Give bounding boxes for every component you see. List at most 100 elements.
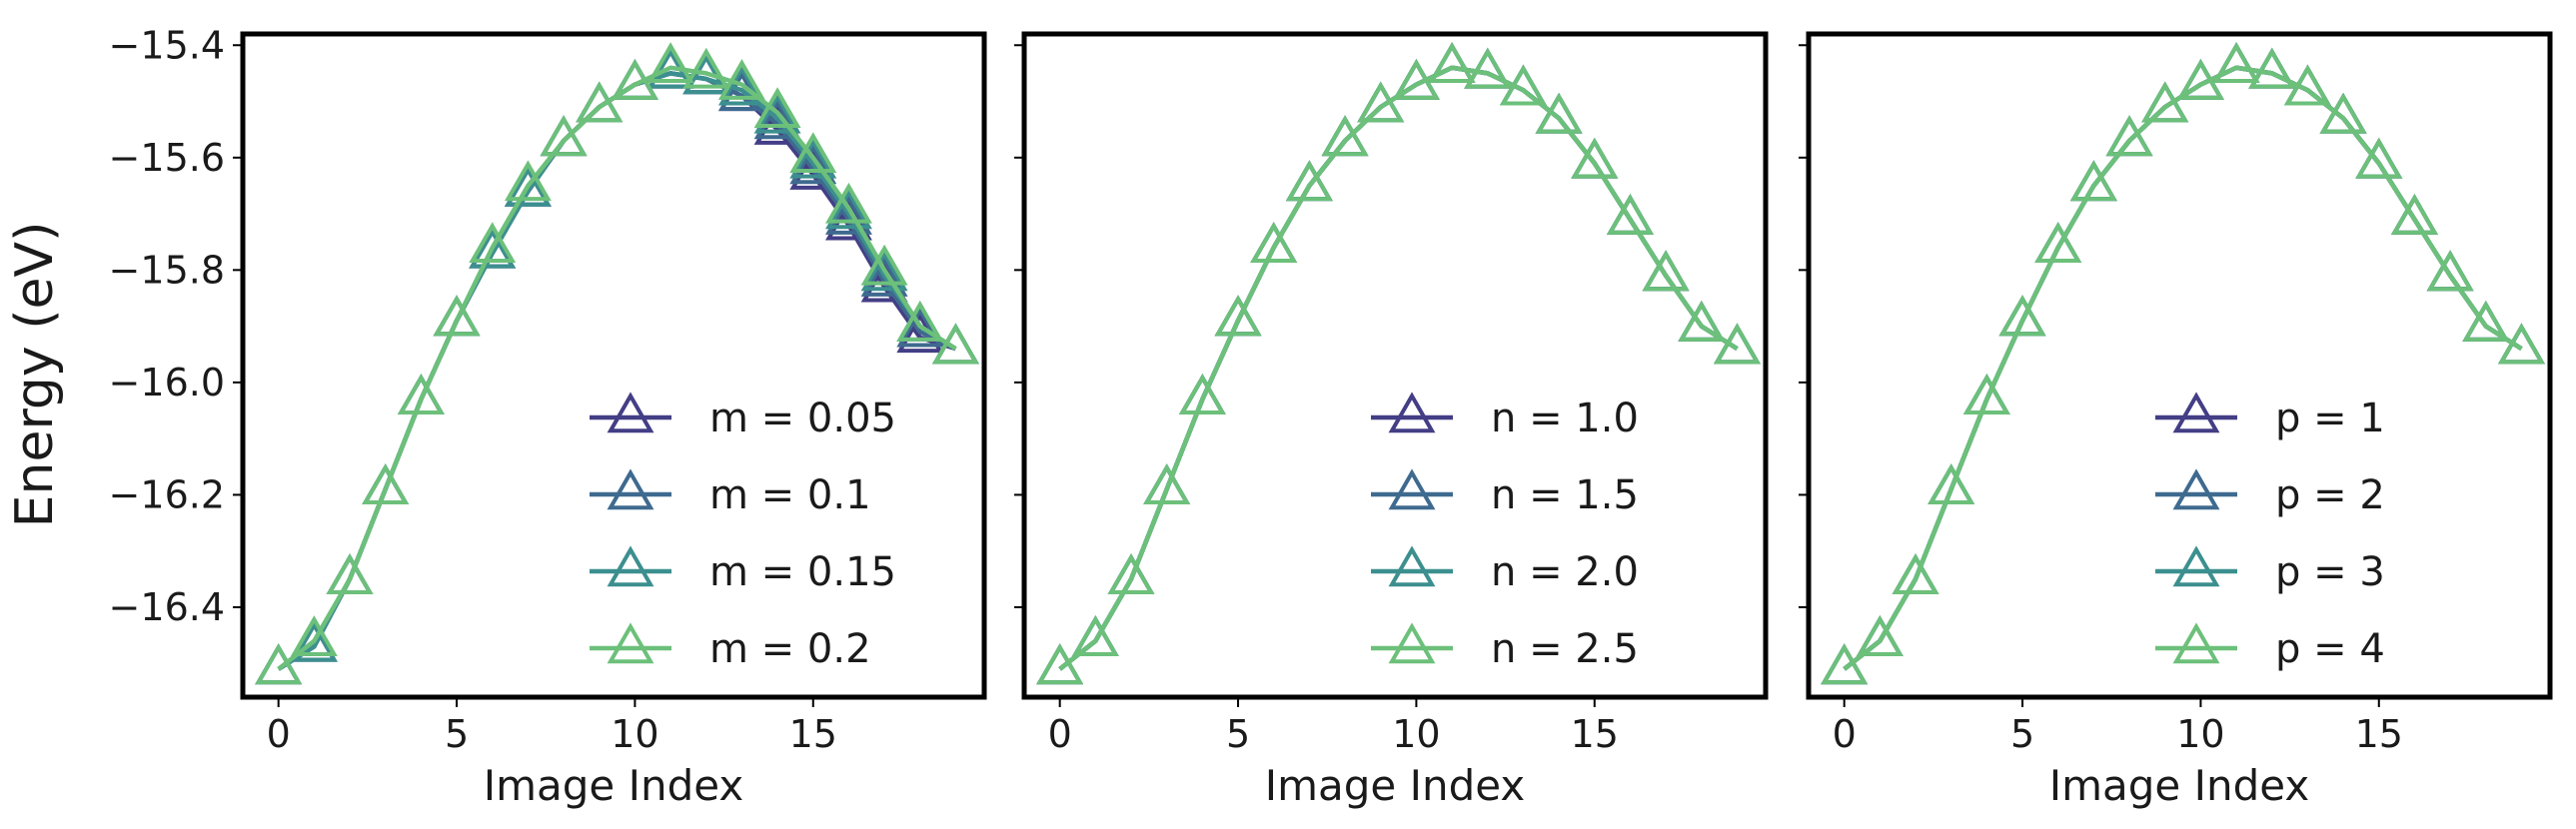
series-4 [255,42,979,685]
data-point [824,182,872,224]
data-point [1357,81,1405,123]
data-point [646,42,694,83]
data-point [753,92,801,134]
data-point [1357,81,1405,123]
data-point [753,98,801,140]
data-point [1571,137,1619,179]
legend-label: m = 0.15 [709,549,896,595]
data-point [2141,81,2189,123]
plot-frame [1806,31,2553,700]
legend: p = 1 p = 2 p = 3 p = 4 [2155,392,2385,672]
data-point [1535,92,1583,134]
data-point [1714,323,1761,365]
series-line [1843,65,2523,671]
legend-marker [1388,392,1436,433]
data-point [576,81,624,123]
y-tick-label: −15.4 [109,23,225,67]
x-tick-label: 5 [2010,712,2034,756]
data-point [326,553,374,595]
series-line [1843,65,2523,671]
legend-marker [2172,468,2220,510]
data-point [2319,92,2367,134]
legend-marker [1388,545,1436,587]
data-point [1428,42,1476,83]
data-point [1928,463,1975,505]
legend-label: n = 2.0 [1491,549,1639,595]
data-point [2498,323,2545,365]
legend-marker [607,545,654,587]
data-point [860,250,908,292]
data-point [1821,643,1869,685]
data-point [1821,643,1869,685]
data-point [1285,160,1333,202]
data-point [1036,643,1084,685]
data-point [1642,250,1690,292]
data-point [362,463,410,505]
data-point [1036,643,1084,685]
panel-3: 0 5 10 15 Image Index p = 1 p = 2 p = 3 p = 4 [1799,31,2553,810]
legend-label: n = 2.5 [1491,626,1639,672]
data-point [1821,643,1869,685]
data-point [2105,115,2153,157]
data-point [2105,115,2153,157]
data-point [896,306,944,348]
data-point [540,115,588,157]
legend-marker [607,392,654,433]
x-axis-label: Image Index [2049,761,2310,810]
data-point [255,643,303,685]
data-point [2105,115,2153,157]
x-axis-label: Image Index [484,761,744,810]
data-point [255,643,303,685]
legend-label: p = 1 [2275,396,2385,441]
data-point [290,615,338,656]
legend: m = 0.05 m = 0.1 m = 0.15 m = 0.2 [590,392,896,672]
data-point [2176,59,2224,100]
data-point [2390,194,2438,235]
data-point [1357,81,1405,123]
series-line [1843,65,2523,671]
data-point [824,188,872,230]
data-point [1250,222,1298,264]
legend-label: n = 1.0 [1491,396,1639,441]
data-point [2319,92,2367,134]
data-point [469,222,517,264]
data-point [2141,81,2189,123]
data-point [1321,115,1369,157]
data-point [1143,463,1191,505]
data-point [1962,374,2010,414]
legend-marker [2172,545,2220,587]
x-tick-label: 10 [611,712,658,756]
data-point [1321,115,1369,157]
data-point [1107,553,1155,595]
plot-frame [1021,31,1769,700]
data-point [2034,222,2082,264]
data-point [1998,295,2046,337]
data-point [540,115,588,157]
data-point [1821,643,1869,685]
legend-label: p = 3 [2275,549,2385,595]
x-tick-label: 0 [1048,712,1072,756]
data-point [504,160,552,202]
y-tick-label: −16.2 [109,472,225,516]
data-point [576,81,624,123]
x-tick-label: 15 [1571,712,1619,756]
data-point [2069,160,2117,202]
x-tick-label: 15 [2355,712,2403,756]
x-tick-label: 0 [267,712,291,756]
data-point [717,59,765,100]
legend-label: n = 1.5 [1491,472,1639,518]
data-point [1464,47,1512,89]
series-line [1843,65,2523,671]
x-axis-label: Image Index [1265,761,1526,810]
data-point [1357,81,1405,123]
y-tick-label: −16.4 [109,585,225,629]
data-point [1892,553,1939,595]
data-point [2426,250,2474,292]
data-point [540,115,588,157]
data-point [1856,615,1904,656]
data-point [824,194,872,235]
legend-marker [1388,468,1436,510]
legend-label: m = 0.05 [709,396,896,441]
data-point [2319,92,2367,134]
legend-label: p = 4 [2275,626,2385,672]
